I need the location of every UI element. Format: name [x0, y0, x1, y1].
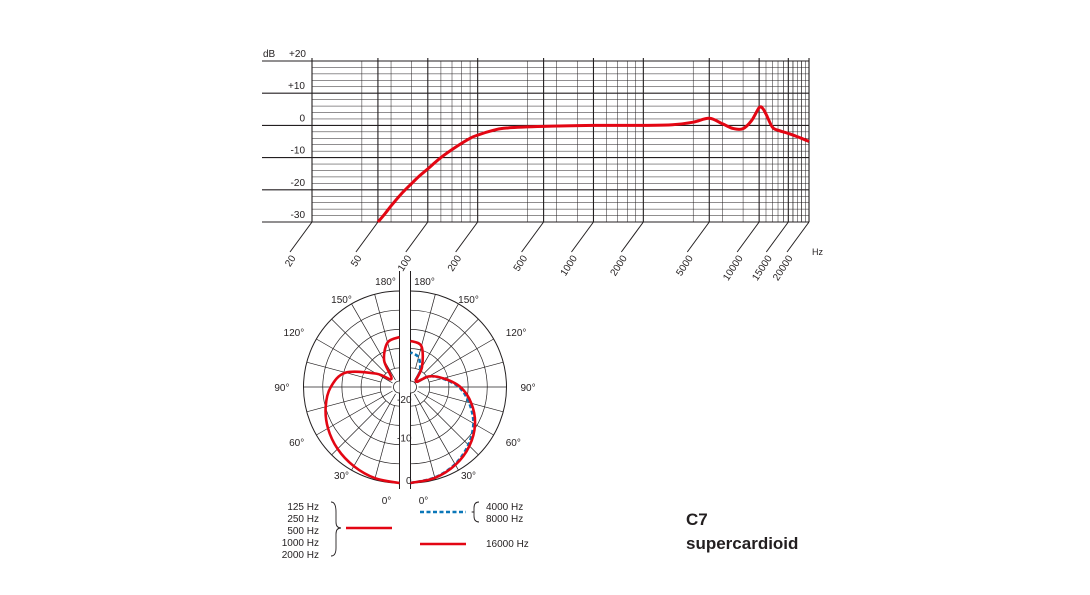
polar-curves: [324, 335, 477, 485]
legend-frequency-label: 125 Hz: [287, 502, 319, 513]
polar-angle-label: 90°: [521, 383, 536, 394]
legend-brace: [471, 501, 480, 523]
polar-angle-label: 150°: [331, 295, 352, 306]
y-tick-label: -10: [291, 146, 306, 157]
legend-frequency-label: 1000 Hz: [282, 538, 319, 549]
x-tick-slant: [289, 221, 313, 253]
polar-center: [393, 380, 400, 394]
x-tick-label: 2000: [609, 253, 631, 278]
polar-angle-label: 30°: [334, 471, 349, 482]
polar-spoke: [351, 393, 396, 471]
polar-spoke: [374, 294, 395, 369]
legend-frequency-label: 2000 Hz: [282, 550, 319, 561]
y-tick-label: +20: [289, 49, 306, 60]
polar-spoke: [415, 294, 436, 369]
x-tick-label: 200: [446, 253, 465, 273]
x-tick-slant: [571, 221, 594, 253]
legend-frequency-label: 16000 Hz: [486, 539, 529, 550]
y-tick-label: +10: [288, 81, 305, 92]
frequency-response-grid: [262, 58, 810, 253]
x-tick-slant: [455, 221, 479, 253]
y-tick-label: -20: [291, 178, 306, 189]
x-tick-slant: [521, 221, 544, 253]
y-tick-label: 0: [299, 113, 305, 124]
legend-frequency-label: 8000 Hz: [486, 514, 523, 525]
x-tick-slant: [405, 221, 429, 253]
legend-frequency-label: 4000 Hz: [486, 502, 523, 513]
polar-center: [410, 380, 417, 394]
x-tick-slant: [355, 221, 379, 253]
y-axis-unit: dB: [263, 49, 276, 60]
x-tick-label: 5000: [674, 253, 696, 278]
polar-pattern-name: supercardioid: [686, 534, 799, 553]
x-tick-label: 1000: [559, 253, 581, 278]
polar-spoke: [306, 391, 382, 413]
polar-angle-label: 180°: [414, 277, 435, 288]
x-tick-label: 10000: [721, 253, 746, 283]
x-tick-slant: [786, 221, 810, 253]
model-name: C7: [686, 510, 708, 529]
x-tick-label: 20: [283, 253, 299, 269]
polar-angle-label: 120°: [506, 328, 527, 339]
polar-angle-label: 120°: [284, 328, 305, 339]
x-tick-slant: [736, 221, 760, 253]
polar-angle-label: 60°: [289, 438, 304, 449]
polar-spoke: [374, 405, 395, 480]
polar-angle-label: 0°: [419, 496, 429, 507]
polar-angle-label: 150°: [458, 295, 479, 306]
polar-radius-label: -10: [397, 434, 412, 445]
polar-angle-label: 180°: [375, 277, 396, 288]
x-tick-slant: [686, 221, 710, 253]
polar-spoke: [417, 390, 494, 436]
polar-spoke: [415, 405, 436, 480]
x-tick-label: 100: [396, 253, 415, 273]
polar-labels: 180° 150° 120° 90° 60° 30° 0° 180° 150° 120° 90° 60…: [274, 277, 535, 507]
x-tick-label: 20000: [771, 253, 796, 283]
x-tick-slant: [620, 221, 644, 253]
legend-frequency-label: 250 Hz: [287, 514, 319, 525]
x-axis-unit: Hz: [812, 247, 823, 257]
x-tick-label: 500: [512, 253, 531, 273]
polar-curve-line: [324, 335, 401, 485]
polar-spoke: [414, 393, 459, 471]
polar-spoke: [423, 318, 479, 374]
polar-angle-label: 30°: [461, 471, 476, 482]
polar-angle-label: 0°: [382, 496, 392, 507]
polar-angle-label: 60°: [506, 438, 521, 449]
polar-curve-line: [409, 339, 477, 485]
polar-spoke: [428, 391, 504, 413]
x-tick-slant: [765, 221, 789, 253]
frequency-response-curve: [376, 105, 810, 224]
polar-spoke: [351, 303, 396, 381]
legend-frequency-label: 500 Hz: [287, 526, 319, 537]
x-tick-label: 15000: [750, 253, 775, 283]
y-tick-label: -30: [291, 210, 306, 221]
polar-radius-label: 0: [406, 476, 412, 487]
polar-angle-label: 90°: [274, 383, 289, 394]
legend-brace: [330, 501, 342, 557]
polar-spoke: [428, 361, 504, 383]
frequency-response-line: [376, 105, 810, 224]
polar-spoke: [331, 318, 387, 374]
polar-radius-label: -20: [397, 395, 412, 406]
polar-spoke: [331, 400, 387, 456]
x-tick-label: 50: [349, 253, 365, 269]
